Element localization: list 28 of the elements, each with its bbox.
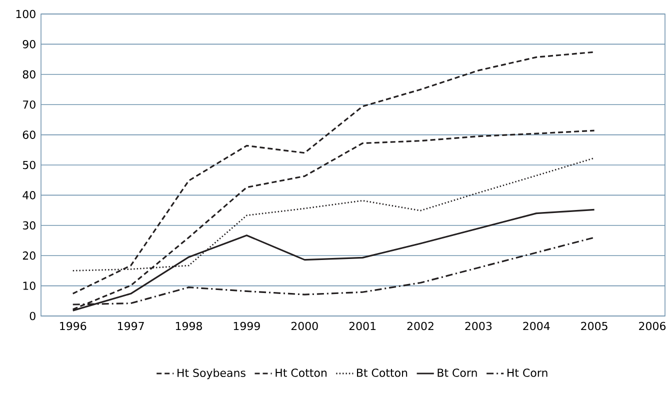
y-tick-label: 40 xyxy=(22,191,36,200)
y-tick-label: 50 xyxy=(22,160,36,170)
legend-label: Ht Soybeans xyxy=(178,368,246,380)
y-tick-label: 80 xyxy=(22,70,36,79)
legend-label: Ht Corn xyxy=(508,368,548,377)
legend-label: Bt Corn xyxy=(438,368,477,377)
y-tick-label: 20 xyxy=(22,251,36,260)
y-tick-label: 10 xyxy=(23,282,36,290)
y-tick-label: 70 xyxy=(23,100,36,109)
x-tick-label: 2002 xyxy=(407,322,434,330)
x-tick-label: 2004 xyxy=(523,322,550,330)
x-tick-label: 1997 xyxy=(118,322,144,330)
y-tick-label: 30 xyxy=(22,221,36,230)
y-tick-label: 90 xyxy=(22,40,36,48)
x-tick-label: 1996 xyxy=(60,322,86,330)
x-tick-label: 2000 xyxy=(291,322,318,330)
x-tick-label: 2005 xyxy=(581,322,608,330)
x-tick-label: 2006 xyxy=(639,322,666,330)
legend-label: Ht Cotton xyxy=(276,368,327,377)
line-series xyxy=(72,51,596,294)
x-tick-label: 1999 xyxy=(234,322,260,330)
y-tick-label: 100 xyxy=(16,10,36,18)
y-tick-label: 0 xyxy=(30,312,36,320)
x-tick-label: 1998 xyxy=(176,322,202,330)
legend-label: Bt Cotton xyxy=(357,368,408,377)
x-tick-label: 2003 xyxy=(465,322,492,330)
x-tick-label: 2001 xyxy=(349,322,376,330)
y-tick-label: 60 xyxy=(22,130,36,139)
